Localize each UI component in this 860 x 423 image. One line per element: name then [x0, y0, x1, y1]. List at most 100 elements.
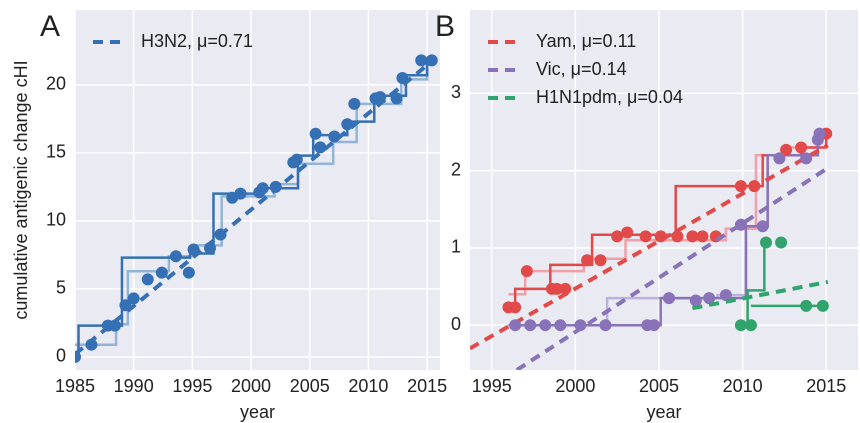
data-point: [734, 218, 747, 231]
data-point: [686, 230, 699, 243]
data-point: [374, 91, 387, 104]
y-tick-label: 10: [46, 210, 66, 230]
data-point: [800, 152, 813, 165]
data-point: [341, 118, 354, 131]
plot-background: [470, 10, 858, 370]
data-point: [654, 230, 667, 243]
legend-label: H3N2, μ=0.71: [141, 31, 253, 51]
data-point: [314, 141, 327, 154]
x-tick-label: 2010: [723, 376, 763, 396]
legend-label: H1N1pdm, μ=0.04: [536, 87, 683, 107]
data-point: [539, 319, 552, 332]
data-point: [773, 152, 786, 165]
x-axis-label: year: [646, 402, 681, 422]
data-point: [689, 294, 702, 307]
data-point: [203, 242, 216, 255]
y-tick-label: 20: [46, 74, 66, 94]
panel-label: B: [435, 10, 455, 43]
data-point: [816, 299, 829, 312]
data-point: [599, 319, 612, 332]
data-point: [509, 319, 522, 332]
data-point: [550, 282, 563, 295]
x-tick-label: 2015: [407, 376, 447, 396]
data-point: [594, 254, 607, 267]
panel-label: A: [40, 10, 60, 43]
data-point: [234, 187, 247, 200]
data-point: [425, 54, 438, 67]
y-tick-label: 2: [451, 159, 461, 179]
data-point: [813, 127, 826, 140]
fit-line: [75, 58, 435, 356]
y-tick-label: 0: [451, 314, 461, 334]
data-point: [85, 338, 98, 351]
fit-line: [692, 279, 829, 311]
data-point: [581, 254, 594, 267]
data-point: [559, 282, 572, 295]
plot-area: [75, 54, 438, 363]
y-tick-label: 3: [451, 82, 461, 102]
data-point: [760, 236, 773, 249]
data-point: [119, 299, 132, 312]
x-tick-label: 1985: [55, 376, 95, 396]
x-tick-label: 1990: [114, 376, 154, 396]
y-tick-label: 1: [451, 237, 461, 257]
step-line: [75, 60, 429, 346]
data-point: [780, 143, 793, 156]
data-point: [309, 127, 322, 140]
data-point: [554, 319, 567, 332]
data-point: [169, 250, 182, 263]
data-point: [671, 230, 684, 243]
y-tick-label: 5: [56, 278, 66, 298]
data-point: [744, 319, 757, 332]
data-point: [187, 243, 200, 256]
data-point: [800, 299, 813, 312]
x-tick-label: 2015: [806, 376, 846, 396]
data-point: [574, 319, 587, 332]
y-tick-label: 15: [46, 142, 66, 162]
x-tick-label: 1995: [472, 376, 512, 396]
data-point: [748, 180, 761, 193]
fit-line: [470, 143, 829, 351]
data-point: [756, 220, 769, 233]
data-point: [396, 72, 409, 85]
data-point: [141, 273, 154, 286]
x-tick-label: 2010: [348, 376, 388, 396]
data-point: [647, 319, 660, 332]
data-point: [703, 292, 716, 305]
data-point: [328, 130, 341, 143]
x-axis-label: year: [240, 402, 275, 422]
data-point: [269, 180, 282, 193]
y-axis-label: cumulative antigenic change cHI: [11, 60, 31, 319]
data-point: [696, 230, 709, 243]
data-point: [415, 54, 428, 67]
data-point: [390, 92, 403, 105]
data-point: [520, 265, 533, 278]
data-point: [639, 230, 652, 243]
y-tick-label: 0: [56, 346, 66, 366]
data-point: [108, 319, 121, 332]
x-tick-label: 2000: [231, 376, 271, 396]
plot-area: [470, 127, 833, 370]
data-point: [734, 319, 747, 332]
data-point: [182, 266, 195, 279]
legend-label: Yam, μ=0.11: [536, 31, 636, 51]
x-tick-label: 2000: [555, 376, 595, 396]
data-point: [524, 319, 537, 332]
data-point: [621, 226, 634, 239]
data-point: [348, 97, 361, 110]
x-tick-label: 2005: [290, 376, 330, 396]
data-point: [127, 292, 140, 305]
x-tick-label: 2005: [639, 376, 679, 396]
data-point: [775, 236, 788, 249]
data-point: [611, 230, 624, 243]
data-point: [256, 182, 269, 195]
x-tick-label: 1995: [172, 376, 212, 396]
data-point: [155, 266, 168, 279]
legend-label: Vic, μ=0.14: [536, 59, 627, 79]
data-point: [75, 350, 81, 363]
data-point: [719, 289, 732, 302]
data-point: [509, 301, 522, 314]
data-point: [290, 153, 303, 166]
data-point: [214, 228, 227, 241]
